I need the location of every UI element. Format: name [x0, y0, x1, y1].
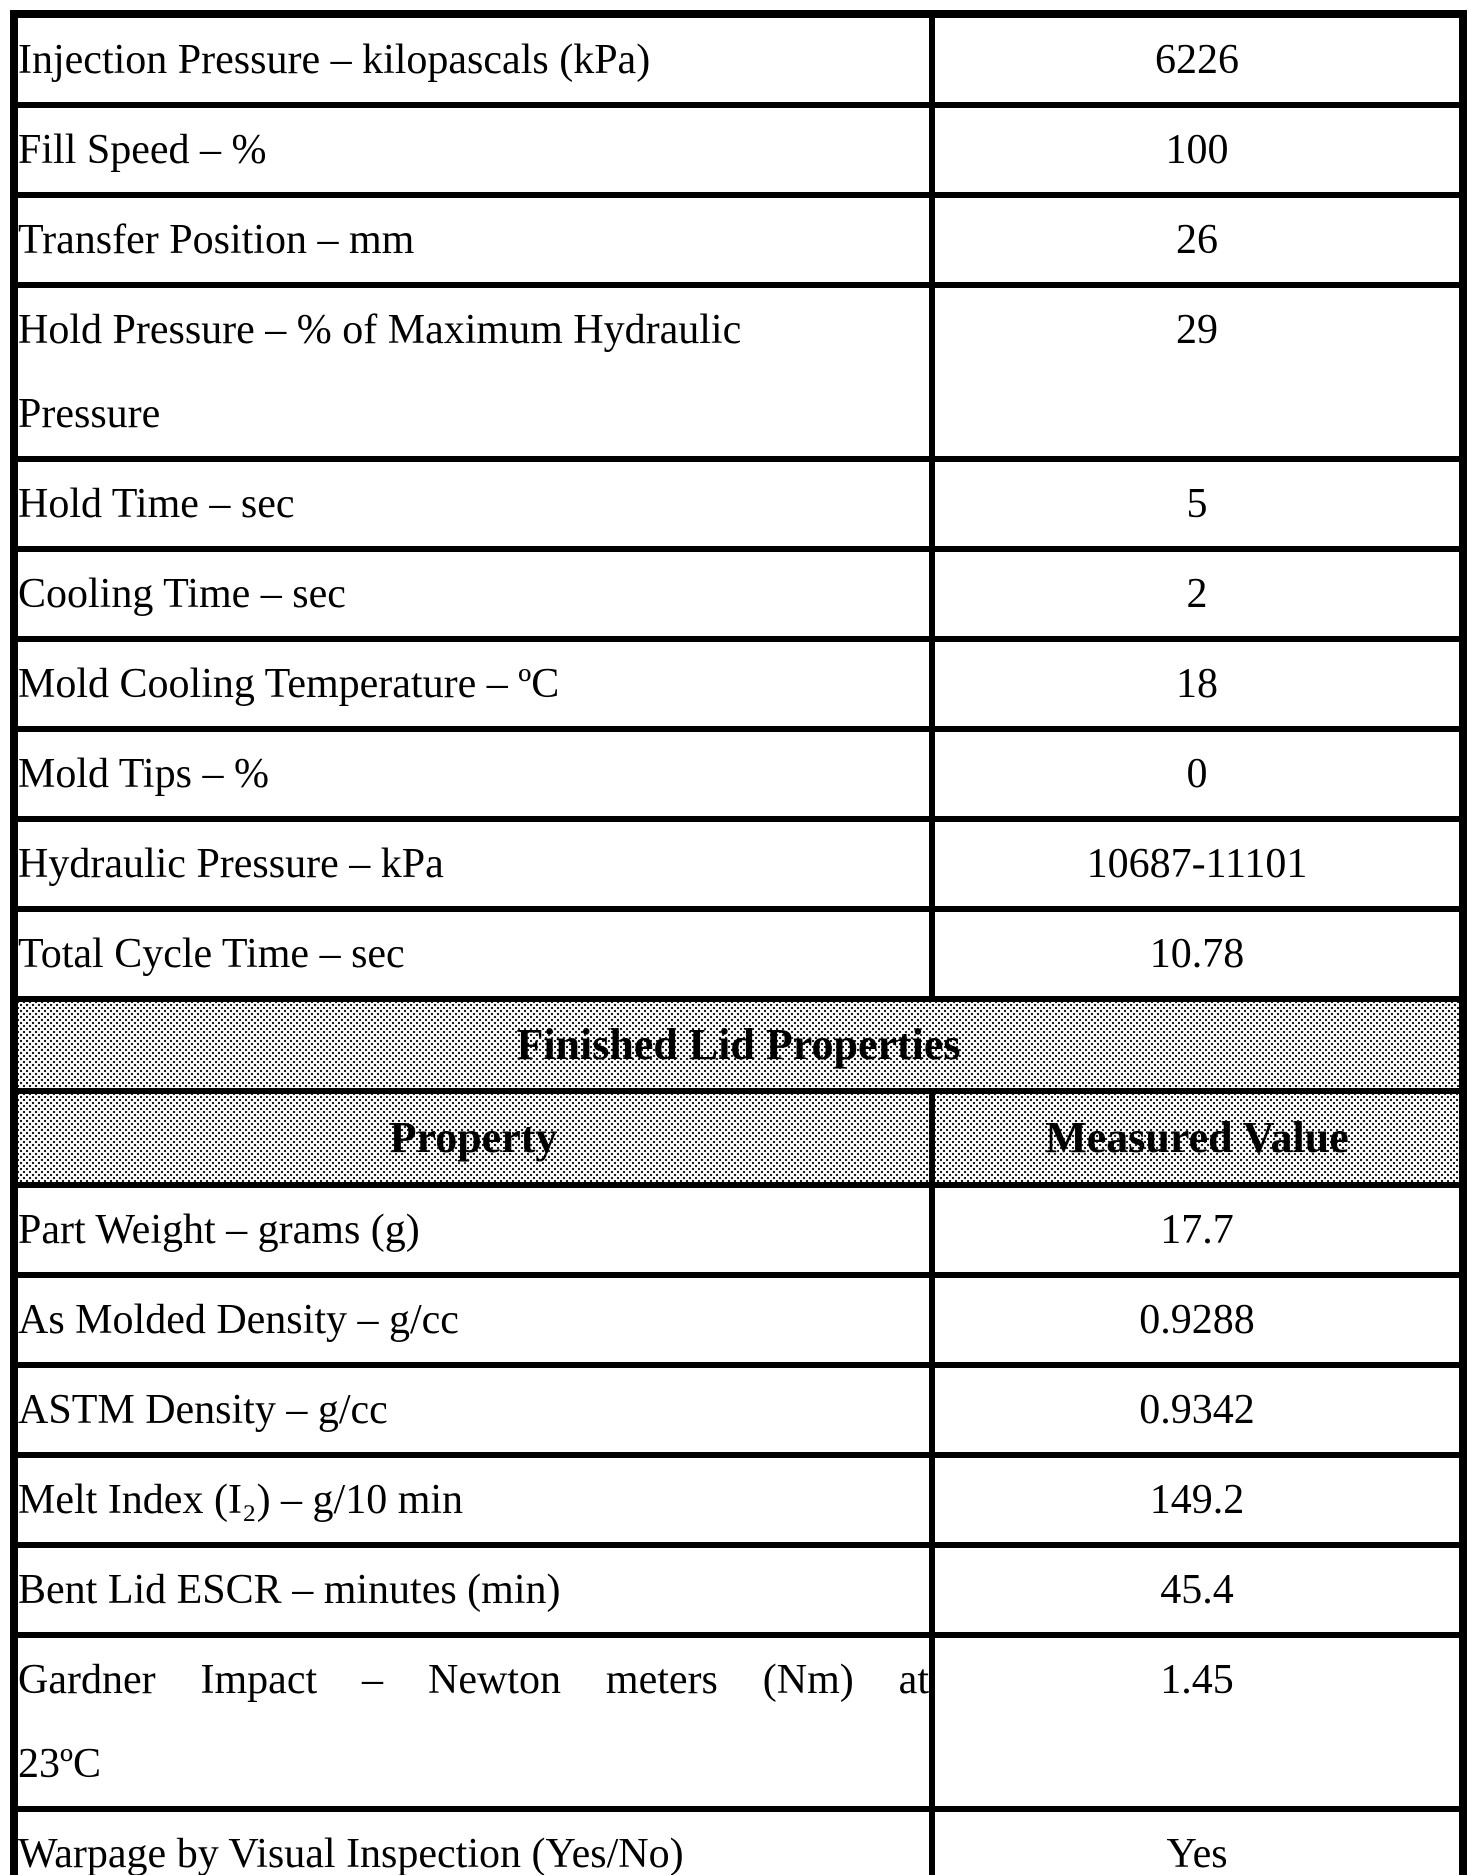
- property-label-cell: As Molded Density – g/cc: [11, 1272, 935, 1368]
- property-label-cell: Gardner Impact – Newton meters (Nm) at 2…: [11, 1632, 935, 1812]
- measured-value-cell: 2: [929, 546, 1466, 642]
- column-header-property: Property: [11, 1088, 935, 1188]
- section-header-row: Finished Lid Properties: [11, 996, 1466, 1094]
- table-row: Warpage by Visual Inspection (Yes/No) Ye…: [11, 1806, 1466, 1875]
- measured-value-cell: 100: [929, 102, 1466, 198]
- measured-value-cell: 0.9288: [929, 1272, 1466, 1368]
- measured-value-cell: 5: [929, 456, 1466, 552]
- measured-value-cell: 45.4: [929, 1542, 1466, 1638]
- section-header-title: Finished Lid Properties: [11, 996, 1466, 1094]
- table-row: Injection Pressure – kilopascals (kPa) 6…: [11, 11, 1466, 108]
- measured-value-cell: 0: [929, 726, 1466, 822]
- property-label-cell: ASTM Density – g/cc: [11, 1362, 935, 1458]
- table-row: Mold Tips – % 0: [11, 726, 1466, 822]
- table-row: Melt Index (I₂) – g/10 min 149.2: [11, 1452, 1466, 1548]
- property-label-cell: Part Weight – grams (g): [11, 1182, 935, 1278]
- table-row: Hold Pressure – % of Maximum Hydraulic P…: [11, 282, 1466, 462]
- table-row: ASTM Density – g/cc 0.9342: [11, 1362, 1466, 1458]
- property-label-cell: Transfer Position – mm: [11, 192, 935, 288]
- property-label-cell: Mold Cooling Temperature – ºC: [11, 636, 935, 732]
- table-row: Gardner Impact – Newton meters (Nm) at 2…: [11, 1632, 1466, 1812]
- measured-value-cell: 1.45: [929, 1632, 1466, 1812]
- process-and-lid-properties-table: Injection Pressure – kilopascals (kPa) 6…: [10, 10, 1467, 1875]
- property-label-cell: Total Cycle Time – sec: [11, 906, 935, 1002]
- property-label-cell: Mold Tips – %: [11, 726, 935, 822]
- measured-value-cell: 10.78: [929, 906, 1466, 1002]
- table-row: Part Weight – grams (g) 17.7: [11, 1182, 1466, 1278]
- property-label-cell: Hold Pressure – % of Maximum Hydraulic P…: [11, 282, 935, 462]
- table-row: Cooling Time – sec 2: [11, 546, 1466, 642]
- measured-value-cell: 26: [929, 192, 1466, 288]
- table-row: Mold Cooling Temperature – ºC 18: [11, 636, 1466, 732]
- property-label-cell: Hydraulic Pressure – kPa: [11, 816, 935, 912]
- table-row: Bent Lid ESCR – minutes (min) 45.4: [11, 1542, 1466, 1638]
- measured-value-cell: 6226: [929, 11, 1466, 108]
- property-label-cell: Injection Pressure – kilopascals (kPa): [11, 11, 935, 108]
- measured-value-cell: 149.2: [929, 1452, 1466, 1548]
- property-label-cell: Cooling Time – sec: [11, 546, 935, 642]
- measured-value-cell: 0.9342: [929, 1362, 1466, 1458]
- measured-value-cell: Yes: [929, 1806, 1466, 1875]
- property-label-cell: Bent Lid ESCR – minutes (min): [11, 1542, 935, 1638]
- table-row: Transfer Position – mm 26: [11, 192, 1466, 288]
- property-label-cell: Hold Time – sec: [11, 456, 935, 552]
- column-header-measured-value: Measured Value: [929, 1088, 1466, 1188]
- measured-value-cell: 18: [929, 636, 1466, 732]
- property-label-cell: Warpage by Visual Inspection (Yes/No): [11, 1806, 935, 1875]
- measured-value-cell: 17.7: [929, 1182, 1466, 1278]
- column-header-row: Property Measured Value: [11, 1088, 1466, 1188]
- table-row: Hydraulic Pressure – kPa 10687-11101: [11, 816, 1466, 912]
- table-row: Fill Speed – % 100: [11, 102, 1466, 198]
- measured-value-cell: 29: [929, 282, 1466, 462]
- table-row: Total Cycle Time – sec 10.78: [11, 906, 1466, 1002]
- property-label-cell: Melt Index (I₂) – g/10 min: [11, 1452, 935, 1548]
- measured-value-cell: 10687-11101: [929, 816, 1466, 912]
- table-row: As Molded Density – g/cc 0.9288: [11, 1272, 1466, 1368]
- table-row: Hold Time – sec 5: [11, 456, 1466, 552]
- property-label-cell: Fill Speed – %: [11, 102, 935, 198]
